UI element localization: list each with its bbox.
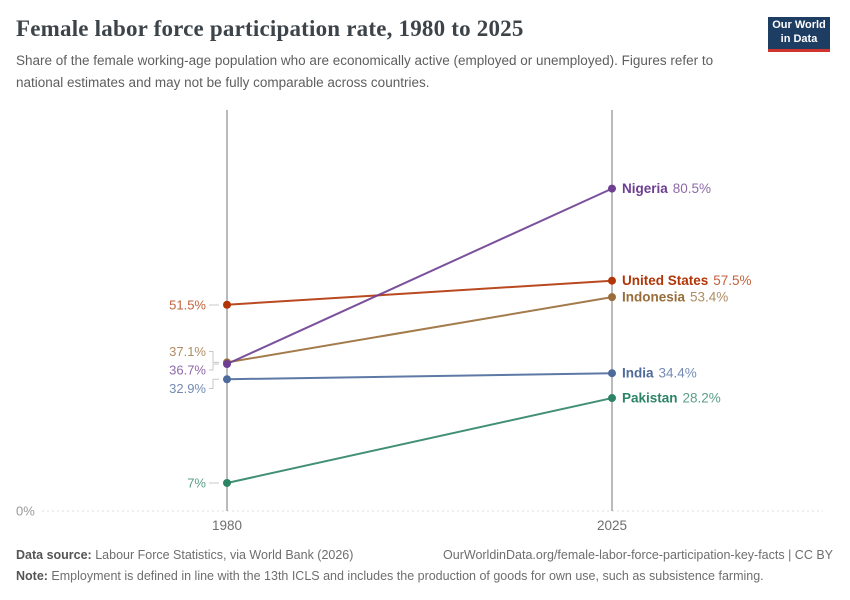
end-value-label: 57.5% (713, 273, 751, 288)
data-source-line: Data source: Labour Force Statistics, vi… (16, 545, 353, 566)
end-dot (608, 293, 616, 302)
series-end-label[interactable]: Pakistan 28.2% (622, 391, 721, 406)
x-tick-label: 2025 (597, 518, 627, 533)
end-dot (608, 184, 616, 193)
start-value-label: 7% (187, 476, 206, 491)
slope-line (226, 372, 613, 381)
owid-citation-link[interactable]: OurWorldinData.org/female-labor-force-pa… (443, 548, 833, 562)
series-name-label: Pakistan (622, 391, 678, 406)
note-text: Employment is defined in line with the 1… (47, 568, 764, 583)
slope-line (226, 397, 613, 484)
end-value-label: 28.2% (683, 391, 721, 406)
series-name-label: Nigeria (622, 181, 668, 196)
label-connector (209, 363, 219, 371)
series-end-label[interactable]: Indonesia 53.4% (622, 290, 728, 305)
slope-line (226, 279, 613, 306)
start-dot (223, 375, 231, 384)
start-value-label: 37.1% (169, 344, 206, 359)
data-source-text: Labour Force Statistics, via World Bank … (91, 548, 354, 562)
series-nigeria[interactable]: 36.7% Nigeria 80.5% (169, 181, 711, 377)
slope-chart: 0% 1980 2025 51.5% United States 57.5% 37.1% In… (16, 110, 823, 533)
start-dot (223, 360, 231, 369)
series-pakistan[interactable]: 7% Pakistan 28.2% (187, 391, 721, 491)
end-dot (608, 394, 616, 403)
series-end-label[interactable]: Nigeria 80.5% (622, 181, 711, 196)
series-name-label: United States (622, 273, 708, 288)
start-dot (223, 300, 231, 309)
series-india[interactable]: 32.9% India 34.4% (169, 366, 697, 396)
series-indonesia[interactable]: 37.1% Indonesia 53.4% (169, 290, 728, 367)
label-connector (209, 378, 219, 389)
owid-logo-line2: in Data (780, 33, 818, 45)
end-value-label: 53.4% (690, 290, 728, 305)
end-dot (608, 369, 616, 378)
start-value-label: 32.9% (169, 381, 206, 396)
x-tick-label: 1980 (212, 518, 242, 533)
chart-subtitle: Share of the female working-age populati… (16, 53, 714, 90)
page-title: Female labor force participation rate, 1… (16, 16, 524, 41)
owid-logo-line1: Our World (772, 19, 826, 32)
series-end-label[interactable]: United States 57.5% (622, 273, 752, 288)
series-united-states[interactable]: 51.5% United States 57.5% (169, 273, 751, 312)
baseline-tick-label: 0% (16, 504, 35, 519)
start-dot (223, 478, 231, 487)
series-end-label[interactable]: India 34.4% (622, 366, 697, 381)
note-line: Note: Employment is defined in line with… (16, 569, 764, 583)
note-label: Note: (16, 568, 48, 583)
series-name-label: Indonesia (622, 290, 686, 305)
end-value-label: 80.5% (673, 181, 711, 196)
start-value-label: 51.5% (169, 298, 206, 313)
end-value-label: 34.4% (659, 366, 697, 381)
slope-line (226, 187, 613, 365)
end-dot (608, 276, 616, 285)
slope-line (226, 296, 613, 364)
chart-footer: Data source: Labour Force Statistics, vi… (16, 545, 833, 586)
label-connector (209, 351, 219, 363)
owid-logo: Our World in Data (768, 17, 830, 52)
data-source-label: Data source: (16, 548, 92, 562)
series-name-label: India (622, 366, 654, 381)
start-value-label: 36.7% (169, 363, 206, 378)
